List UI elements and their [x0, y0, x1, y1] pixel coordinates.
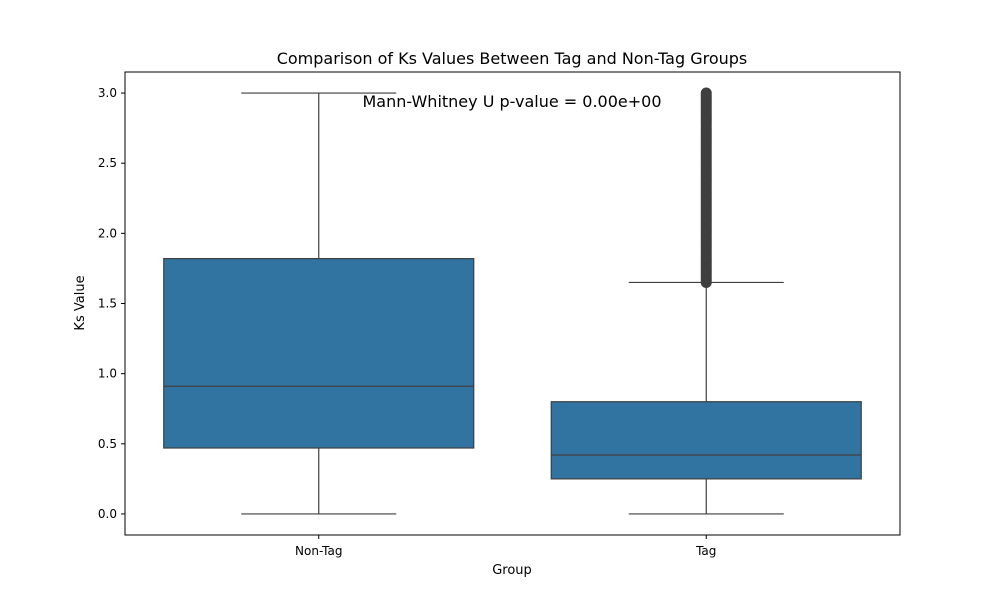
chart-title: Comparison of Ks Values Between Tag and …: [277, 49, 748, 68]
iqr-box: [163, 258, 475, 449]
p-value-annotation: Mann-Whitney U p-value = 0.00e+00: [362, 92, 661, 111]
iqr-box: [550, 401, 862, 480]
y-axis-label: Ks Value: [73, 275, 88, 330]
plot-area: [163, 87, 862, 515]
y-tick-label: 2.5: [98, 156, 117, 170]
box-group-non-tag: [163, 92, 475, 515]
box-group-tag: [550, 87, 862, 515]
y-tick-label: 1.5: [98, 297, 117, 311]
y-tick-label: 3.0: [98, 86, 117, 100]
y-tick-label: 0.5: [98, 437, 117, 451]
x-tick-label: Tag: [695, 544, 716, 558]
y-tick-label: 0.0: [98, 507, 117, 521]
y-tick-label: 2.0: [98, 226, 117, 240]
axes: 0.0 0.5 1.0 1.5 2.0 2.5 3.0 Non-Tag Tag: [98, 86, 717, 558]
outlier-point: [700, 87, 712, 99]
x-tick-label: Non-Tag: [295, 544, 342, 558]
x-axis-label: Group: [492, 563, 532, 578]
y-tick-label: 1.0: [98, 367, 117, 381]
